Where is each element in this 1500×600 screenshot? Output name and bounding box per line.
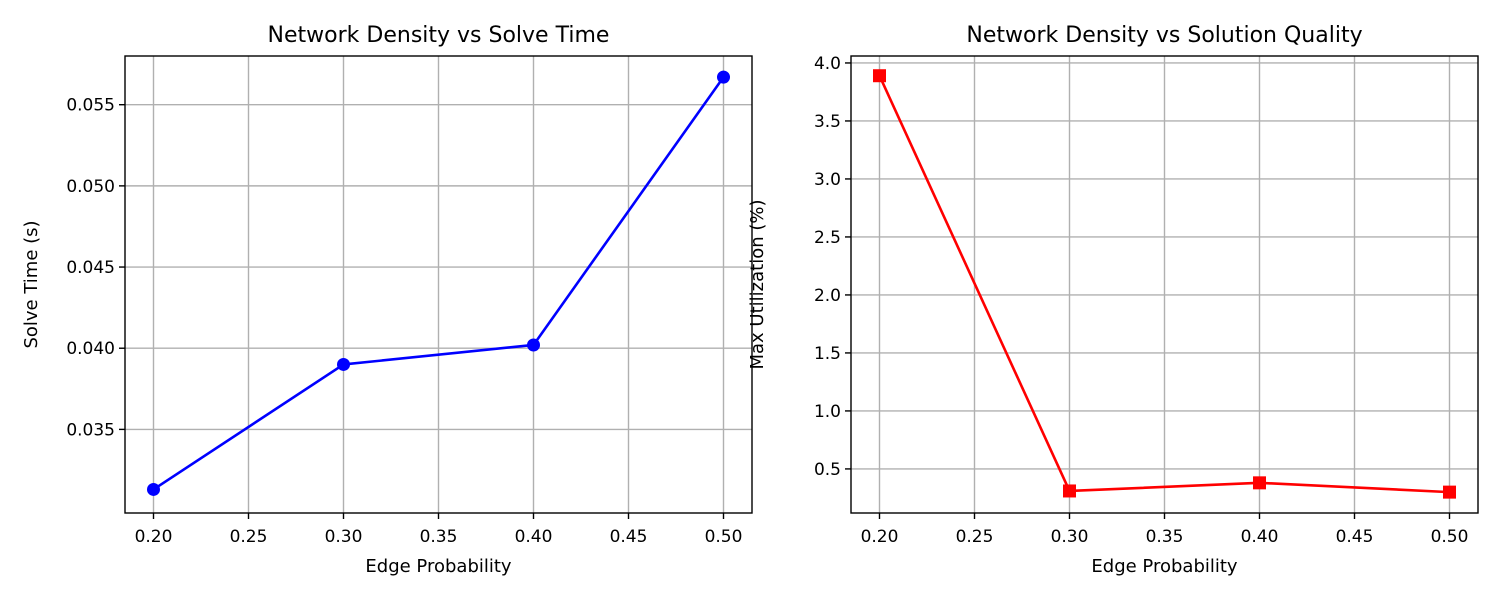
y-tick-label: 0.040 [66,339,115,359]
data-point-marker [1253,476,1266,490]
x-axis-label: Edge Probability [1091,556,1238,577]
y-tick-label: 3.5 [814,112,841,132]
x-tick-label: 0.35 [1146,527,1184,547]
y-tick-label: 0.045 [66,258,115,278]
data-point-marker [717,70,730,84]
y-tick-label: 0.055 [66,96,115,116]
x-tick-label: 0.40 [515,527,553,547]
y-tick-label: 0.5 [814,460,841,480]
y-tick-label: 2.5 [814,228,841,248]
y-axis-label: Max Utilization (%) [747,200,768,370]
x-tick-label: 0.35 [420,527,458,547]
x-tick-label: 0.45 [610,527,648,547]
x-tick-label: 0.50 [705,527,743,547]
x-tick-label: 0.30 [1051,527,1089,547]
series-line [878,75,1450,494]
x-axis-label: Edge Probability [365,556,512,577]
y-tick-label: 3.0 [814,170,841,190]
y-tick-label: 0.050 [66,177,115,197]
chart-panel-1: 0.20 0.25 0.30 0.35 0.40 0.45 0.50 0.035 0.040 0.… [21,23,753,577]
x-tick-label: 0.45 [1336,527,1374,547]
chart-title: Network Density vs Solve Time [268,23,610,48]
y-tick-label: 2.0 [814,286,841,306]
x-tick-label: 0.25 [230,527,268,547]
x-tick-label: 0.30 [325,527,363,547]
y-axis-label: Solve Time (s) [21,220,42,348]
data-point-marker [337,357,350,371]
y-tick-label: 1.0 [814,402,841,422]
series-line [152,76,725,491]
x-tick-label: 0.20 [135,527,173,547]
x-tick-label: 0.25 [956,527,994,547]
x-tick-label: 0.40 [1241,527,1279,547]
y-tick-label: 1.5 [814,344,841,364]
y-tick-label: 0.035 [66,420,115,440]
data-point-marker [1443,485,1456,499]
chart-title: Network Density vs Solution Quality [966,23,1362,48]
chart-panel-2: 0.20 0.25 0.30 0.35 0.40 0.45 0.50 0.5 1.0 1.5 2.0… [747,23,1479,577]
x-tick-label: 0.50 [1431,527,1469,547]
y-tick-label: 4.0 [814,54,841,74]
data-point-marker [527,338,540,352]
x-tick-label: 0.20 [861,527,899,547]
data-point-marker [873,69,886,83]
data-point-marker [1063,484,1076,498]
data-point-marker [147,482,160,496]
